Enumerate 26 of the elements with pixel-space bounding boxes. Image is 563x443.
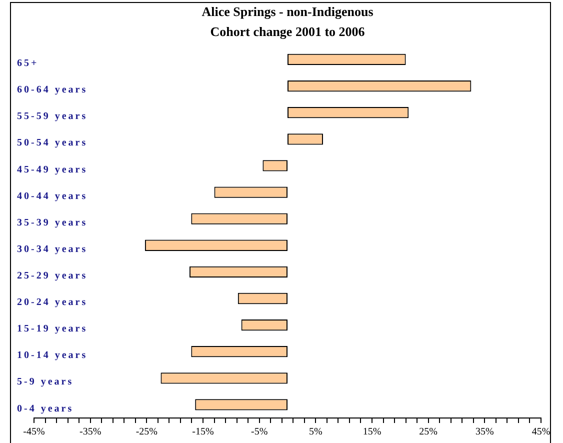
- y-tick-label: 55-59 years: [17, 111, 88, 122]
- x-tick-label: 15%: [362, 426, 382, 438]
- y-tick-label: 25-29 years: [17, 270, 88, 282]
- x-tick-label: 5%: [308, 426, 322, 438]
- x-tick-label: -35%: [79, 426, 102, 438]
- chart-title: Alice Springs - non-Indigenous: [202, 4, 374, 20]
- y-tick-label: 15-19 years: [17, 324, 88, 335]
- x-tick-label: 45%: [532, 426, 550, 438]
- x-tick-label: -25%: [136, 426, 158, 438]
- chart-subtitle: Cohort change 2001 to 2006: [210, 24, 366, 39]
- x-tick-label: -15%: [192, 426, 214, 438]
- y-tick-label: 30-34 years: [17, 244, 88, 255]
- y-tick-label: 5-9 years: [17, 376, 74, 388]
- y-tick-label: 40-44 years: [17, 190, 88, 202]
- x-tick-label: 35%: [475, 426, 494, 438]
- y-tick-label: 10-14 years: [17, 350, 88, 362]
- y-tick-label: 45-49 years: [17, 164, 88, 176]
- y-tick-label: 65+: [17, 58, 39, 70]
- y-tick-label: 50-54 years: [17, 138, 88, 149]
- y-tick-label: 35-39 years: [17, 217, 88, 228]
- y-tick-label: 0-4 years: [17, 403, 74, 414]
- x-tick-label: -5%: [250, 426, 268, 438]
- y-tick-label: 60-64 years: [17, 84, 88, 96]
- y-tick-label: 20-24 years: [17, 297, 88, 308]
- x-tick-label: -45%: [23, 426, 45, 438]
- x-tick-label: 25%: [419, 426, 438, 438]
